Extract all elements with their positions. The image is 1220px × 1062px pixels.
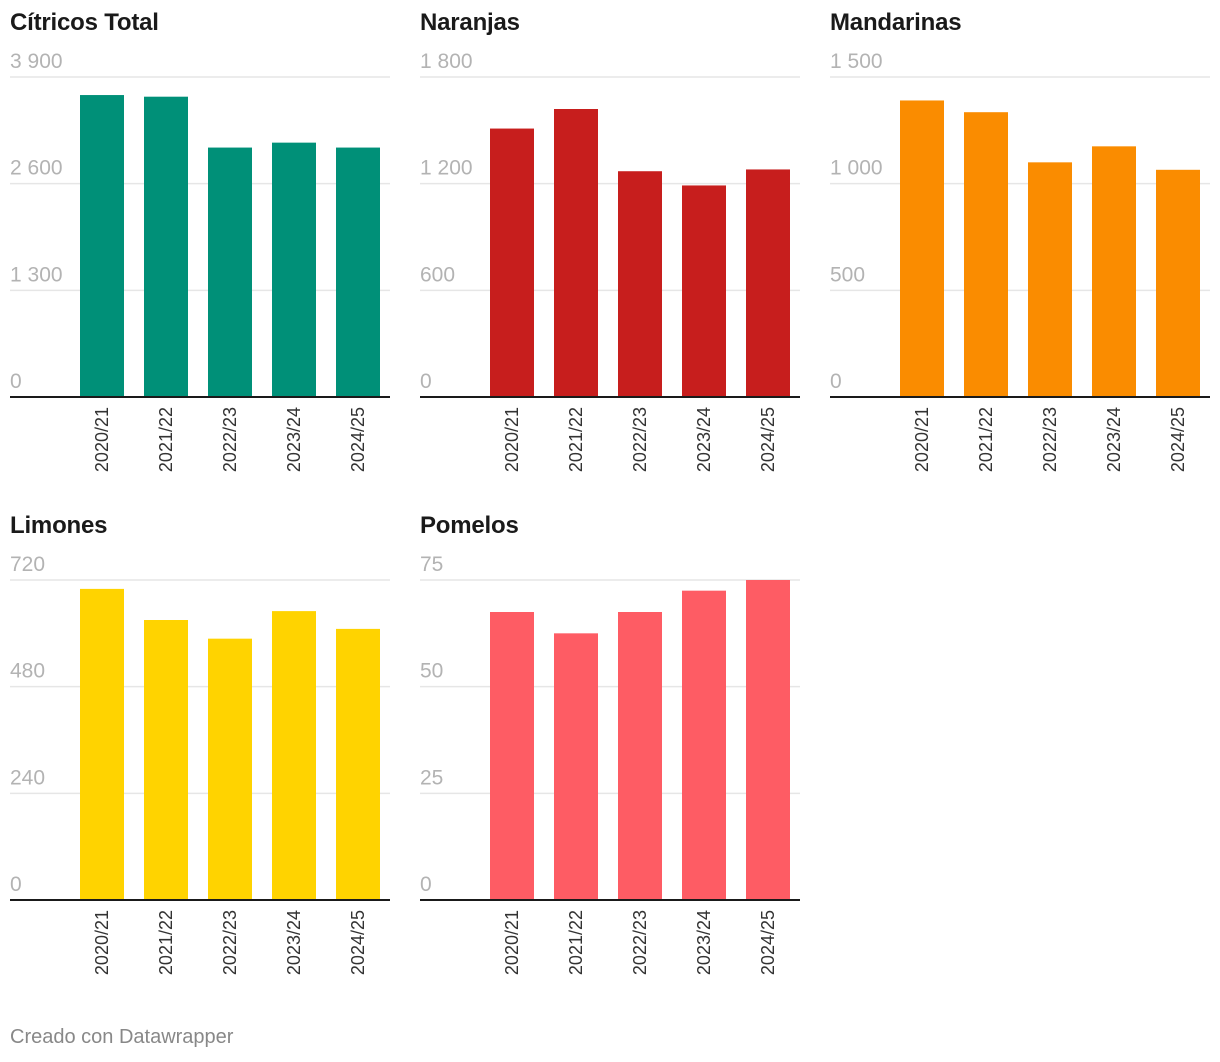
x-tick-label: 2020/21 [92, 407, 112, 472]
bar [682, 185, 726, 397]
y-tick-label: 0 [420, 370, 432, 393]
x-tick-label: 2020/21 [912, 407, 932, 472]
x-tick-label: 2022/23 [220, 407, 240, 472]
x-tick-label: 2020/21 [502, 910, 522, 975]
bar [682, 590, 726, 900]
bar [144, 96, 188, 397]
y-tick-label: 0 [830, 370, 842, 393]
bar-chart: 0 500 1 000 1 500 2020/21 2021/22 2022/23 2023/… [830, 50, 1210, 472]
x-tick-label: 2022/23 [630, 407, 650, 472]
y-tick-label: 50 [420, 660, 443, 683]
x-tick-label: 2020/21 [502, 407, 522, 472]
bar [618, 171, 662, 397]
y-tick-label: 1 300 [10, 263, 63, 286]
x-tick-label: 2023/24 [694, 407, 714, 472]
bar [964, 112, 1008, 397]
chart-title: Mandarinas [830, 9, 962, 36]
y-tick-label: 1 200 [420, 157, 473, 180]
bar [272, 611, 316, 900]
chart-naranjas: Naranjas 0 600 1 200 1 800 2020/21 2021/22 202… [410, 0, 800, 480]
x-tick-label: 2023/24 [284, 910, 304, 975]
bar [336, 628, 380, 900]
bar [1092, 146, 1136, 397]
x-tick-label: 2023/24 [1104, 407, 1124, 472]
x-tick-label: 2020/21 [92, 910, 112, 975]
bar [1028, 162, 1072, 397]
y-tick-label: 0 [420, 873, 432, 896]
y-tick-label: 1 800 [420, 50, 473, 73]
bar-chart: 0 25 50 75 2020/21 2021/22 2022/23 2023/24 2024/… [420, 553, 800, 975]
y-tick-label: 600 [420, 263, 455, 286]
bar [80, 95, 124, 398]
bar [208, 638, 252, 900]
x-tick-label: 2024/25 [348, 407, 368, 472]
y-tick-label: 480 [10, 660, 45, 683]
bar-chart: 0 600 1 200 1 800 2020/21 2021/22 2022/23 2023/… [420, 50, 800, 472]
chart-citricos-total: Cítricos Total 0 1 300 2 600 3 900 2020/21 20… [0, 0, 390, 480]
y-tick-label: 3 900 [10, 50, 63, 73]
chart-title: Limones [10, 512, 108, 539]
chart-title: Naranjas [420, 9, 520, 36]
y-tick-label: 2 600 [10, 157, 63, 180]
x-tick-label: 2022/23 [630, 910, 650, 975]
x-tick-label: 2023/24 [284, 407, 304, 472]
chart-title: Cítricos Total [10, 9, 159, 36]
x-tick-label: 2022/23 [220, 910, 240, 975]
bar [618, 612, 662, 900]
x-tick-label: 2024/25 [1168, 407, 1188, 472]
bar [900, 100, 944, 397]
chart-limones: Limones 0 240 480 720 2020/21 2021/22 2022/23 2… [0, 503, 390, 983]
bar [80, 588, 124, 900]
bar [272, 142, 316, 397]
x-tick-label: 2024/25 [758, 407, 778, 472]
bar-chart: 0 1 300 2 600 3 900 2020/21 2021/22 2022/23 202… [10, 50, 390, 472]
bar [144, 620, 188, 900]
bar [208, 147, 252, 397]
bar [746, 580, 790, 900]
bar [1156, 169, 1200, 397]
bar [490, 128, 534, 398]
x-tick-label: 2021/22 [566, 910, 586, 975]
x-tick-label: 2023/24 [694, 910, 714, 975]
y-tick-label: 25 [420, 766, 443, 789]
bar [490, 612, 534, 900]
x-tick-label: 2021/22 [566, 407, 586, 472]
bar-chart: 0 240 480 720 2020/21 2021/22 2022/23 2023/24 20… [10, 553, 390, 975]
bar [746, 169, 790, 397]
y-tick-label: 75 [420, 553, 443, 576]
y-tick-label: 0 [10, 873, 22, 896]
x-tick-label: 2021/22 [156, 407, 176, 472]
chart-title: Pomelos [420, 512, 519, 539]
y-tick-label: 500 [830, 263, 865, 286]
x-tick-label: 2024/25 [758, 910, 778, 975]
chart-mandarinas: Mandarinas 0 500 1 000 1 500 2020/21 2021/22 2… [820, 0, 1210, 480]
x-tick-label: 2022/23 [1040, 407, 1060, 472]
chart-pomelos: Pomelos 0 25 50 75 2020/21 2021/22 2022/23 2023… [410, 503, 800, 983]
x-tick-label: 2024/25 [348, 910, 368, 975]
y-tick-label: 0 [10, 370, 22, 393]
x-tick-label: 2021/22 [976, 407, 996, 472]
y-tick-label: 240 [10, 766, 45, 789]
bar [554, 109, 598, 397]
y-tick-label: 720 [10, 553, 45, 576]
bar [336, 147, 380, 397]
footer-credit: Creado con Datawrapper [10, 1026, 234, 1048]
y-tick-label: 1 500 [830, 50, 883, 73]
y-tick-label: 1 000 [830, 157, 883, 180]
x-tick-label: 2021/22 [156, 910, 176, 975]
bar [554, 633, 598, 900]
